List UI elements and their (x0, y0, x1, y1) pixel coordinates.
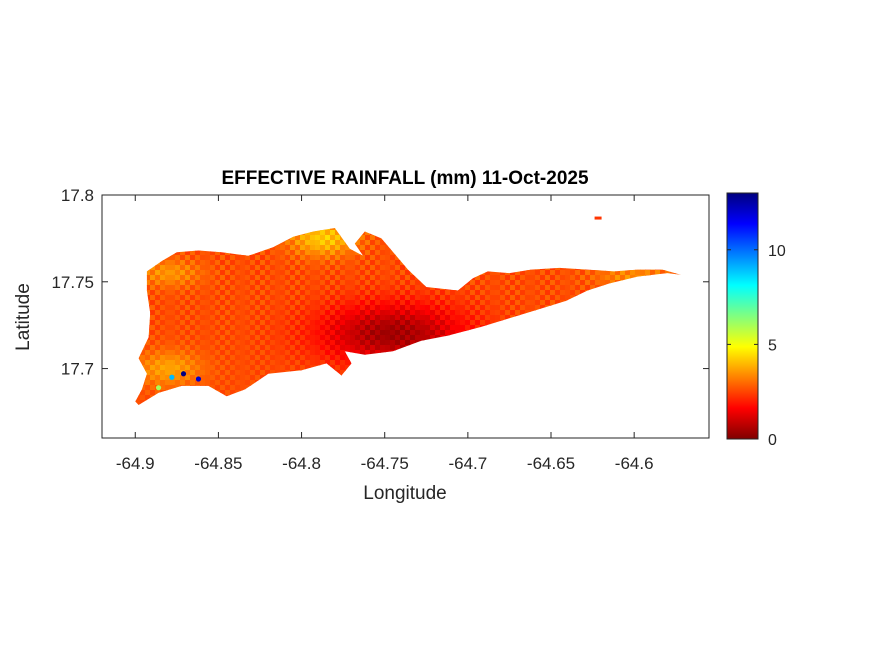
x-axis: -64.9 -64.85 -64.8 -64.75 -64.7 -64.65 -64.6 (116, 195, 654, 473)
x-axis-label: Longitude (363, 483, 446, 504)
y-axis: 17.7 17.75 17.8 (51, 186, 709, 379)
colorbar-axis: 0 5 10 (727, 243, 786, 449)
y-axis-label: Latitude (13, 283, 34, 351)
x-tick-label: -64.6 (615, 454, 654, 473)
rainfall-field (135, 228, 681, 405)
colorbar (726, 192, 759, 440)
y-tick-label: 17.75 (51, 273, 94, 292)
plot-frame (101, 194, 710, 439)
x-tick-label: -64.65 (527, 454, 575, 473)
y-tick-label: 17.8 (61, 186, 94, 205)
islet (594, 216, 602, 220)
x-tick-label: -64.75 (361, 454, 409, 473)
x-tick-label: -64.9 (116, 454, 155, 473)
x-tick-label: -64.7 (448, 454, 487, 473)
chart-title: EFFECTIVE RAINFALL (mm) 11-Oct-2025 (221, 168, 588, 189)
colorbar-tick-label: 5 (768, 337, 777, 354)
colorbar-tick-label: 10 (768, 243, 786, 260)
x-tick-label: -64.85 (194, 454, 242, 473)
map-area (135, 216, 681, 405)
x-tick-label: -64.8 (282, 454, 321, 473)
y-tick-label: 17.7 (61, 360, 94, 379)
colorbar-tick-label: 0 (768, 432, 777, 449)
